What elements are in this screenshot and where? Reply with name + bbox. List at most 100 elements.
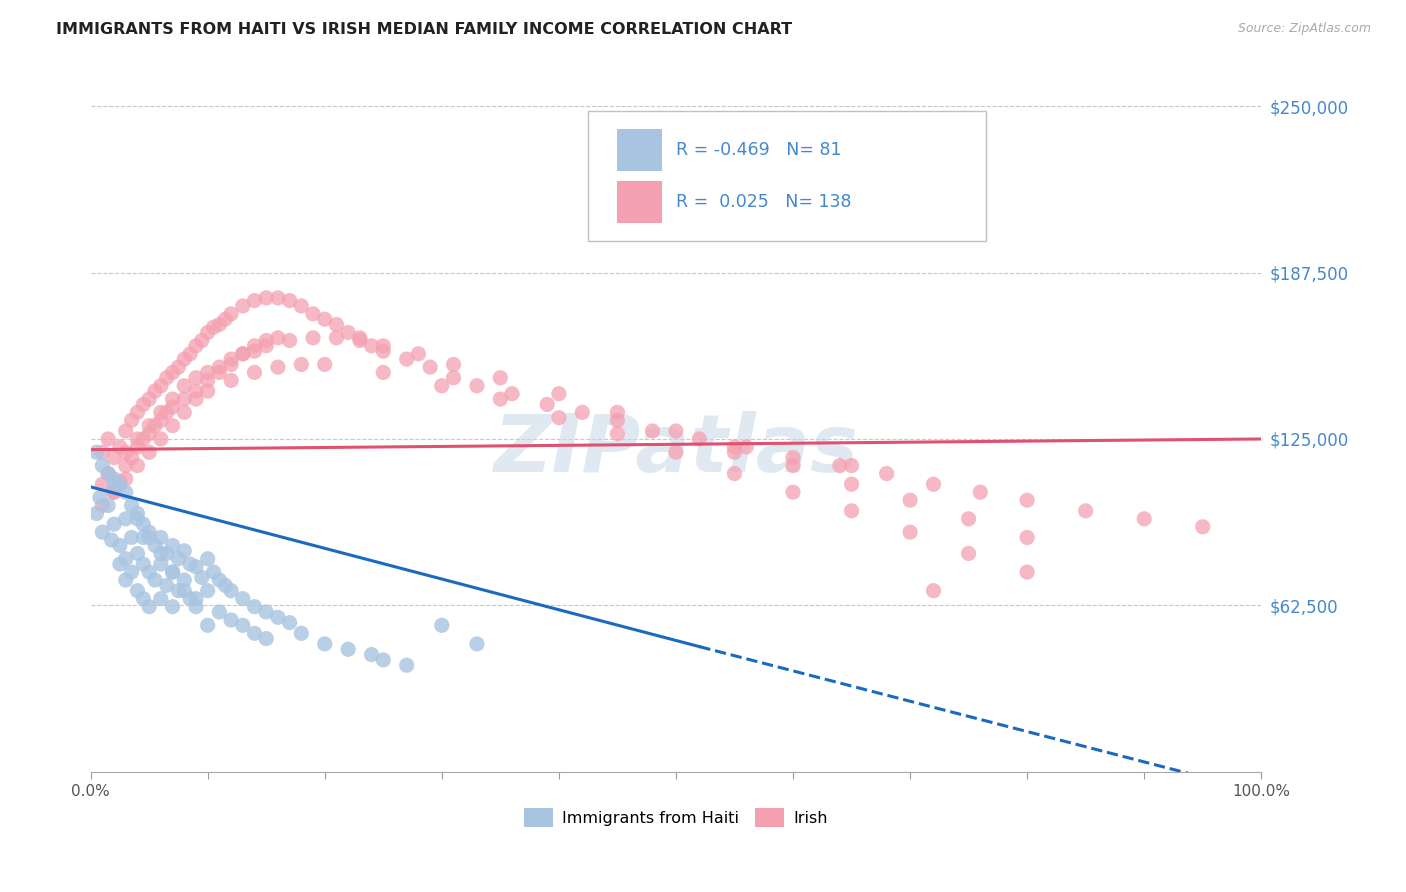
Point [243, 344, 266, 359]
Point [156, 578, 179, 592]
Point [688, 432, 710, 446]
Point [191, 570, 214, 584]
Point [1017, 493, 1039, 508]
Point [243, 626, 266, 640]
Legend: Immigrants from Haiti, Irish: Immigrants from Haiti, Irish [517, 801, 834, 834]
Point [184, 384, 207, 398]
Point [138, 392, 160, 406]
Point [957, 512, 980, 526]
Point [184, 339, 207, 353]
Point [278, 293, 301, 308]
Point [723, 445, 745, 459]
Point [876, 467, 898, 481]
Point [162, 366, 184, 380]
Point [254, 632, 277, 646]
Point [219, 583, 242, 598]
Point [103, 485, 125, 500]
Point [143, 418, 166, 433]
Point [898, 525, 921, 540]
Point [114, 512, 136, 526]
Point [219, 307, 242, 321]
Point [360, 648, 382, 662]
Point [395, 352, 418, 367]
Point [97, 467, 120, 481]
Point [114, 472, 136, 486]
Point [86, 445, 108, 459]
Point [782, 485, 804, 500]
Point [489, 370, 512, 384]
Point [167, 583, 190, 598]
Point [408, 347, 430, 361]
Point [138, 531, 160, 545]
Point [214, 312, 236, 326]
Point [103, 485, 125, 500]
Point [91, 458, 114, 473]
Text: ZIPatlas: ZIPatlas [494, 411, 859, 490]
Point [156, 546, 179, 560]
Point [127, 507, 149, 521]
Point [103, 472, 125, 486]
Point [127, 458, 149, 473]
Point [149, 557, 172, 571]
FancyBboxPatch shape [617, 128, 662, 170]
Point [723, 467, 745, 481]
Point [197, 326, 219, 340]
Point [114, 445, 136, 459]
Point [254, 339, 277, 353]
Point [208, 573, 231, 587]
Point [138, 426, 160, 441]
Point [1191, 520, 1213, 534]
Point [149, 546, 172, 560]
Point [243, 366, 266, 380]
Point [278, 334, 301, 348]
Point [91, 499, 114, 513]
Point [219, 358, 242, 372]
Point [143, 573, 166, 587]
Point [278, 615, 301, 630]
Point [254, 291, 277, 305]
Point [547, 386, 569, 401]
Point [267, 291, 290, 305]
Point [97, 467, 120, 481]
Point [191, 334, 214, 348]
Point [290, 358, 312, 372]
Point [501, 386, 523, 401]
Point [127, 405, 149, 419]
Point [373, 653, 395, 667]
Point [606, 405, 628, 419]
Text: R = -0.469   N= 81: R = -0.469 N= 81 [676, 141, 841, 159]
Point [1017, 565, 1039, 579]
Point [121, 499, 143, 513]
Point [179, 591, 201, 606]
Point [782, 450, 804, 465]
Point [149, 378, 172, 392]
Point [173, 352, 195, 367]
Point [149, 432, 172, 446]
Point [302, 331, 325, 345]
Point [267, 360, 290, 375]
Point [202, 320, 225, 334]
Point [254, 334, 277, 348]
Point [197, 583, 219, 598]
Point [121, 413, 143, 427]
Point [232, 347, 254, 361]
Point [219, 373, 242, 387]
Point [430, 618, 453, 632]
Point [219, 613, 242, 627]
Point [184, 591, 207, 606]
Text: R =  0.025   N= 138: R = 0.025 N= 138 [676, 194, 852, 211]
Point [922, 583, 945, 598]
Point [232, 618, 254, 632]
Text: Source: ZipAtlas.com: Source: ZipAtlas.com [1237, 22, 1371, 36]
Point [1133, 512, 1156, 526]
Point [108, 440, 131, 454]
Point [108, 538, 131, 552]
Point [149, 591, 172, 606]
Point [641, 424, 664, 438]
Point [89, 491, 111, 505]
Point [782, 458, 804, 473]
Point [91, 525, 114, 540]
Point [114, 458, 136, 473]
Point [121, 450, 143, 465]
Point [214, 578, 236, 592]
